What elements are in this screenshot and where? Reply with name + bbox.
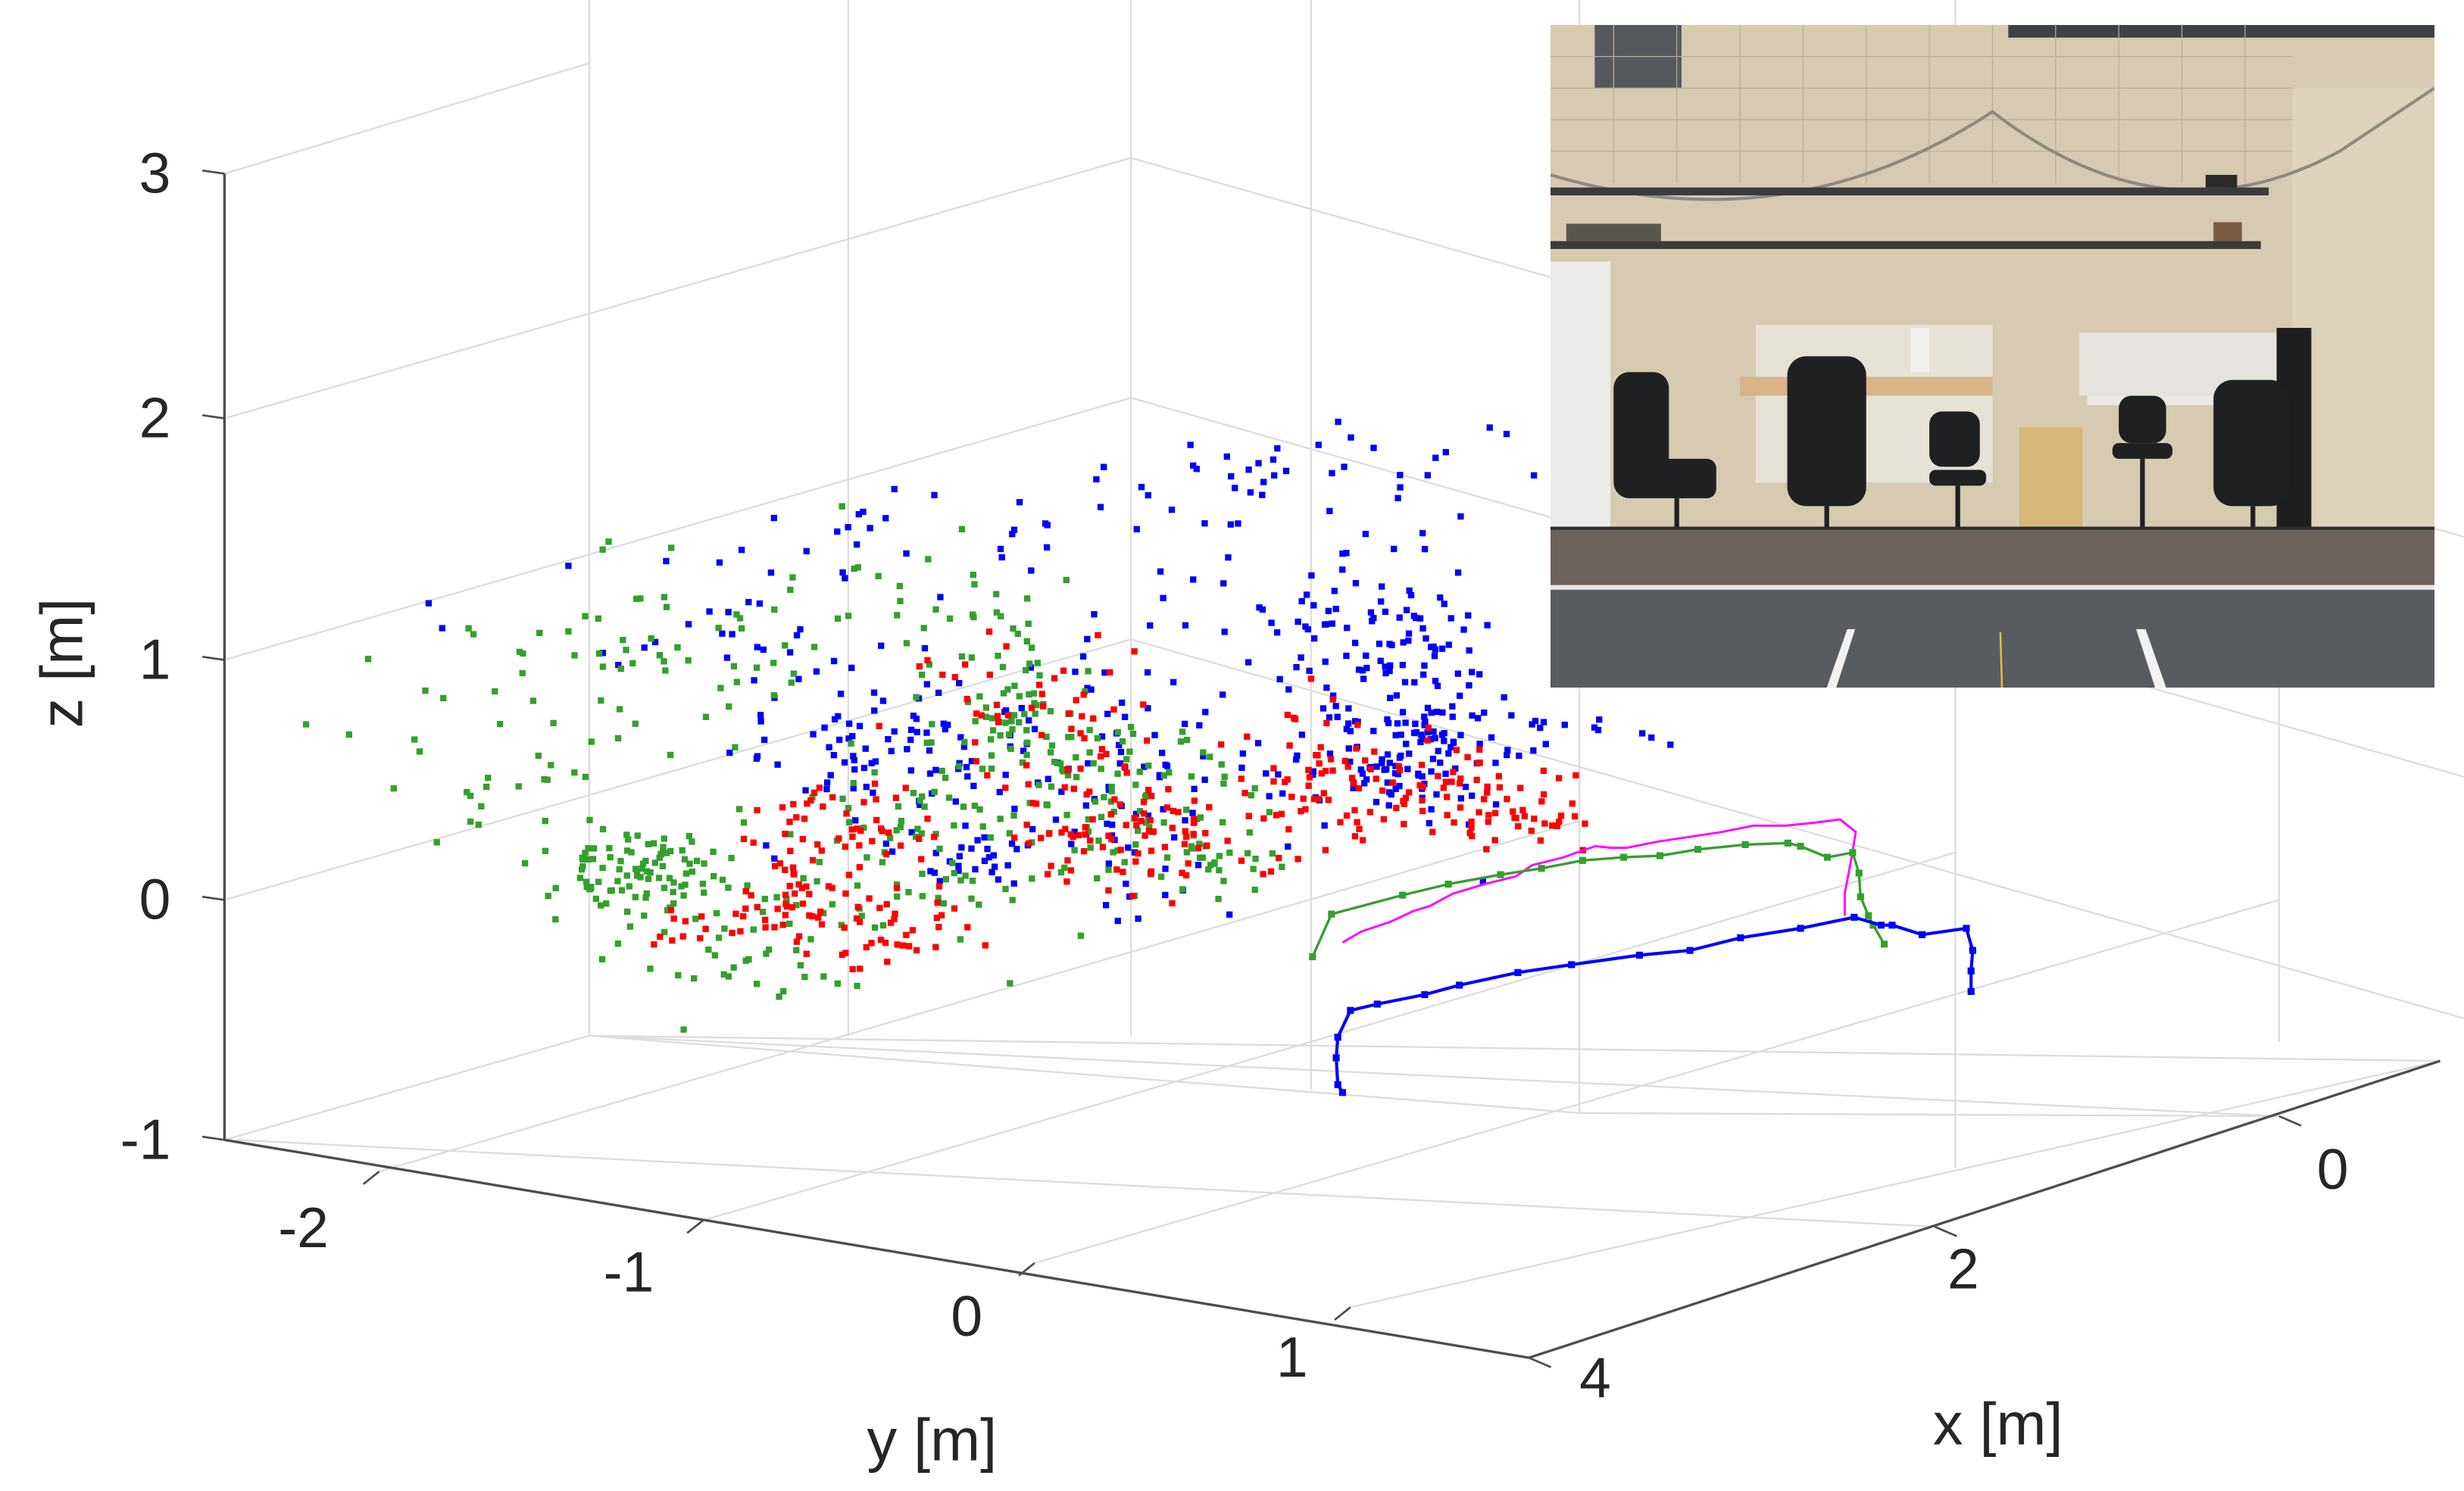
z-tick-0: 0 (139, 867, 171, 931)
y-tick-minus2: -2 (278, 1196, 329, 1259)
y-tick-1: 1 (1276, 1325, 1308, 1389)
grey-floor (1551, 589, 2434, 688)
inset-lab-photo (1551, 25, 2434, 688)
green-path (1309, 839, 1888, 961)
point-clouds (302, 397, 1750, 1033)
y-axis-line (224, 1138, 1529, 1359)
y-axis-label: y [m] (867, 1406, 998, 1474)
grid-lines (223, 0, 2464, 1309)
x-tick-4: 4 (1579, 1346, 1611, 1409)
z-tick-3: 3 (139, 141, 171, 204)
trajectories (1309, 818, 1976, 1096)
x-tick-2: 2 (1947, 1237, 1979, 1300)
x-axis-label: x [m] (1933, 1390, 2063, 1458)
x-axis-line (1528, 1059, 2441, 1359)
whiteboard (1551, 261, 1611, 538)
red-points (651, 629, 1588, 973)
z-axis-label: z [m] (28, 598, 95, 728)
carpet (1551, 529, 2434, 588)
lower-shelf (1551, 241, 2261, 249)
chairs (1613, 356, 2290, 507)
z-tick-1: 1 (139, 628, 171, 691)
blue-path (1332, 913, 1976, 1096)
file-cabinet (2019, 427, 2083, 546)
y-tick-minus1: -1 (604, 1240, 654, 1303)
magenta-path (1341, 818, 1857, 944)
y-tick-labels: -2 -1 0 1 (278, 1196, 1307, 1389)
y-tick-0: 0 (951, 1284, 982, 1348)
z-tick-labels: 3 2 1 0 -1 (120, 141, 171, 1171)
upper-shelf (1551, 187, 2269, 195)
z-tick-minus1: -1 (120, 1107, 171, 1171)
blue-points (425, 397, 1750, 925)
axes (201, 169, 2441, 1368)
x-tick-0: 0 (2317, 1137, 2349, 1201)
green-points (302, 503, 1285, 1033)
x-tick-labels: 4 2 0 (1579, 1137, 2348, 1409)
z-tick-2: 2 (139, 386, 171, 450)
